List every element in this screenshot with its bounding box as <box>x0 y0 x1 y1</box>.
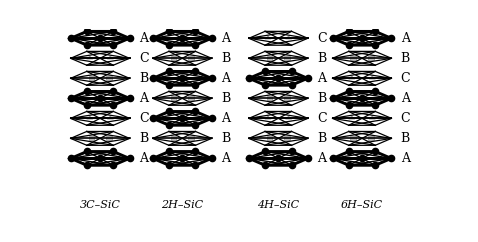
Polygon shape <box>249 31 308 45</box>
Polygon shape <box>348 116 355 119</box>
Text: B: B <box>221 52 230 65</box>
Polygon shape <box>88 136 94 140</box>
Polygon shape <box>368 136 373 140</box>
Text: 4H–SiC: 4H–SiC <box>257 200 299 210</box>
Text: 3C–SiC: 3C–SiC <box>80 200 120 210</box>
Polygon shape <box>171 56 176 60</box>
Text: C: C <box>401 112 411 125</box>
Polygon shape <box>350 56 356 60</box>
Polygon shape <box>333 51 391 65</box>
Polygon shape <box>188 96 194 100</box>
Text: C: C <box>401 72 411 85</box>
Polygon shape <box>368 56 373 60</box>
Polygon shape <box>249 111 308 125</box>
Text: A: A <box>221 72 230 85</box>
Text: 2H–SiC: 2H–SiC <box>161 200 203 210</box>
Polygon shape <box>71 51 130 65</box>
Polygon shape <box>88 76 94 80</box>
Polygon shape <box>107 56 113 59</box>
Polygon shape <box>249 51 308 65</box>
Polygon shape <box>285 36 292 39</box>
Polygon shape <box>106 76 111 80</box>
Text: B: B <box>317 92 326 105</box>
Polygon shape <box>267 136 272 140</box>
Polygon shape <box>284 96 290 100</box>
Text: A: A <box>401 92 410 105</box>
Polygon shape <box>369 116 375 119</box>
Polygon shape <box>265 116 271 119</box>
Text: A: A <box>317 152 326 165</box>
Polygon shape <box>249 91 308 105</box>
Text: A: A <box>221 152 230 165</box>
Text: 6H–SiC: 6H–SiC <box>341 200 383 210</box>
Text: B: B <box>401 52 410 65</box>
Polygon shape <box>71 71 130 85</box>
Polygon shape <box>87 56 93 59</box>
Polygon shape <box>249 131 308 145</box>
Text: A: A <box>139 32 148 45</box>
Text: A: A <box>401 32 410 45</box>
Text: B: B <box>139 132 148 145</box>
Polygon shape <box>153 51 212 65</box>
Text: C: C <box>317 32 326 45</box>
Text: C: C <box>139 52 149 65</box>
Polygon shape <box>106 136 111 140</box>
Polygon shape <box>87 116 93 119</box>
Text: A: A <box>139 152 148 165</box>
Polygon shape <box>369 76 375 79</box>
Polygon shape <box>348 76 355 79</box>
Polygon shape <box>284 136 290 140</box>
Polygon shape <box>267 56 272 60</box>
Text: B: B <box>139 72 148 85</box>
Polygon shape <box>153 91 212 105</box>
Polygon shape <box>333 131 391 145</box>
Text: B: B <box>317 132 326 145</box>
Polygon shape <box>284 56 290 60</box>
Polygon shape <box>188 136 194 140</box>
Text: B: B <box>221 92 230 105</box>
Polygon shape <box>265 36 271 39</box>
Polygon shape <box>71 131 130 145</box>
Polygon shape <box>153 131 212 145</box>
Text: A: A <box>317 72 326 85</box>
Polygon shape <box>333 71 391 85</box>
Polygon shape <box>107 116 113 119</box>
Text: A: A <box>139 92 148 105</box>
Polygon shape <box>171 136 176 140</box>
Text: B: B <box>401 132 410 145</box>
Text: A: A <box>221 32 230 45</box>
Text: A: A <box>221 112 230 125</box>
Polygon shape <box>267 96 272 100</box>
Polygon shape <box>188 56 194 60</box>
Text: C: C <box>139 112 149 125</box>
Text: A: A <box>401 152 410 165</box>
Text: B: B <box>221 132 230 145</box>
Polygon shape <box>171 96 176 100</box>
Polygon shape <box>71 111 130 125</box>
Polygon shape <box>333 111 391 125</box>
Text: C: C <box>317 112 326 125</box>
Text: B: B <box>317 52 326 65</box>
Polygon shape <box>350 136 356 140</box>
Polygon shape <box>285 116 292 119</box>
